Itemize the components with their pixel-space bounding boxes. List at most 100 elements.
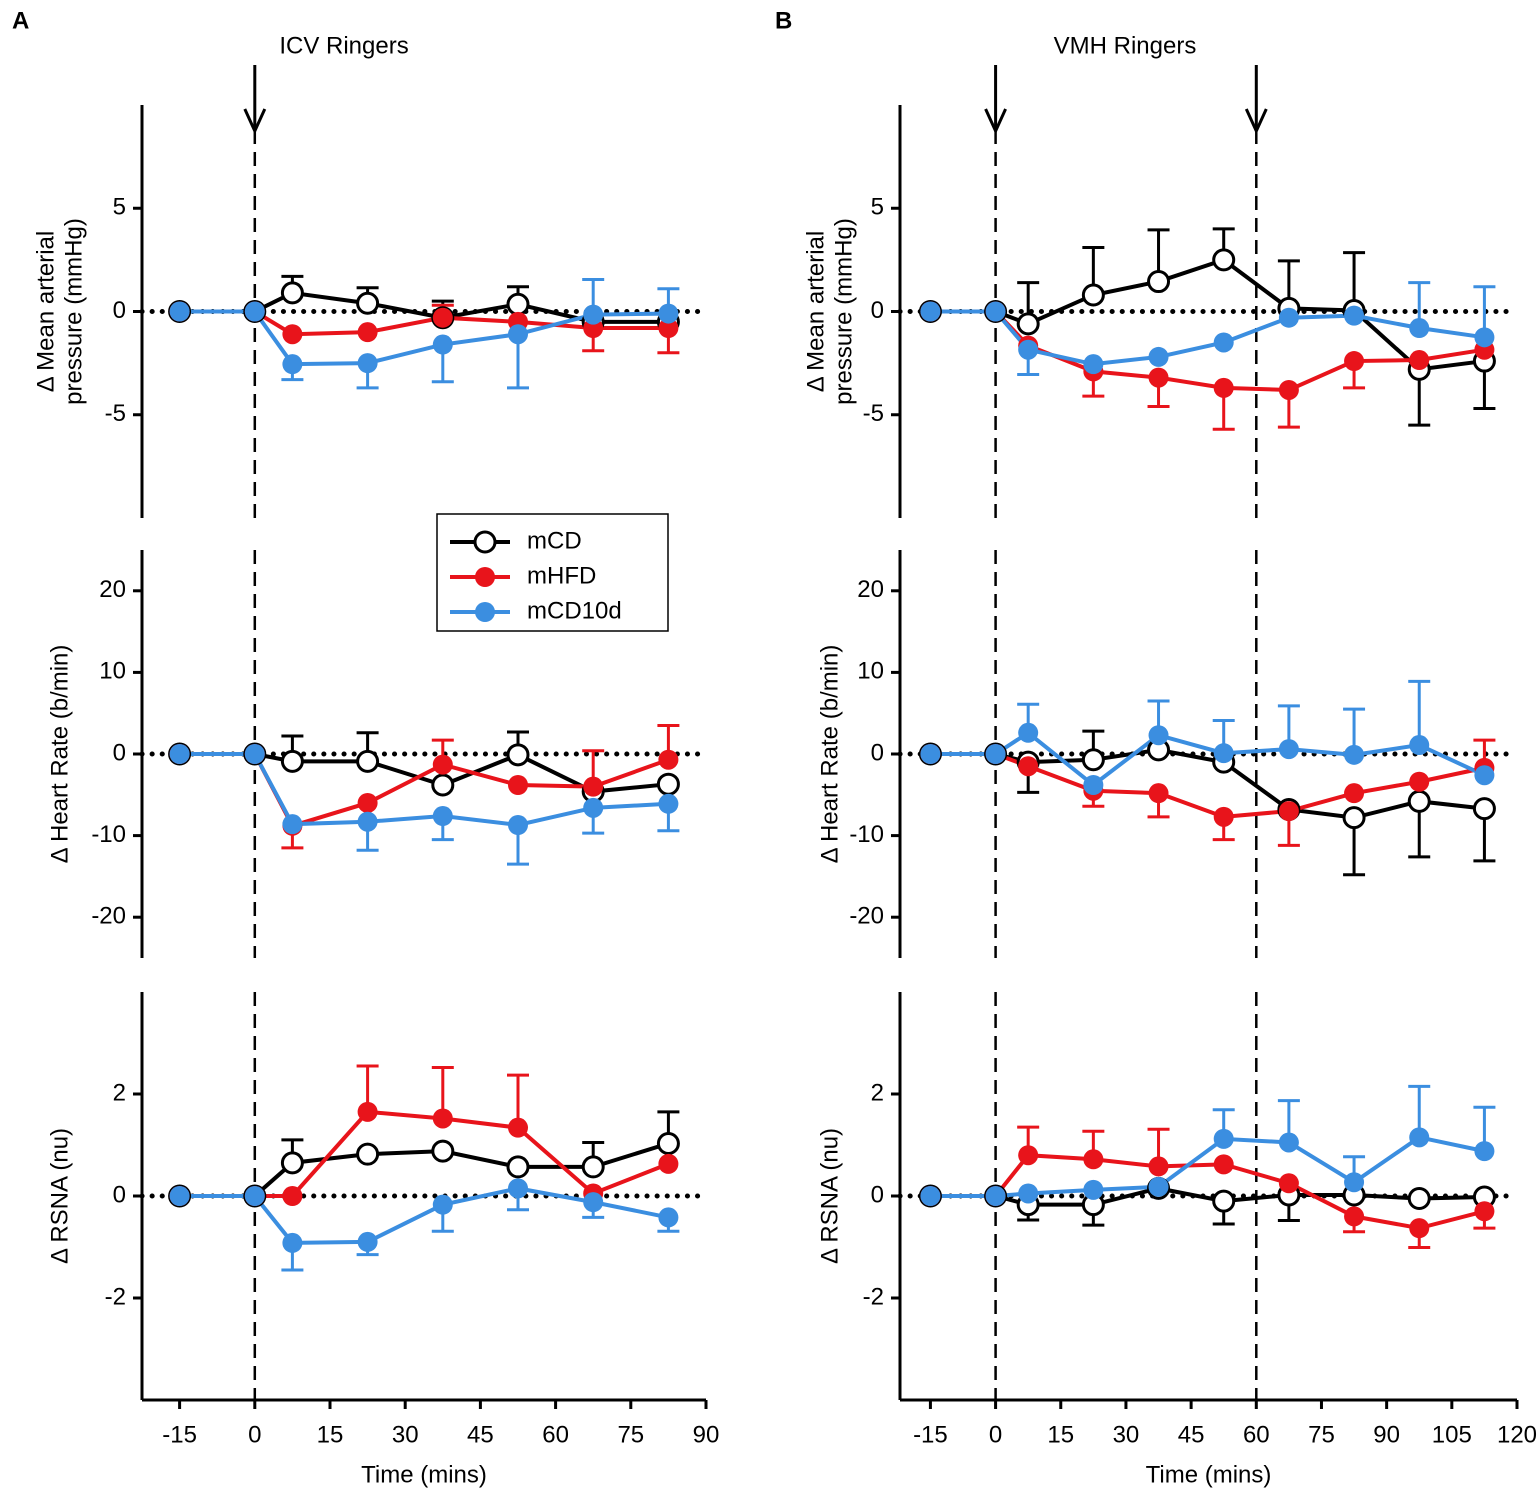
series-line bbox=[930, 730, 1486, 788]
series-line bbox=[179, 752, 669, 828]
x-tick-label: 0 bbox=[989, 1421, 1002, 1448]
data-point bbox=[280, 281, 304, 305]
data-point bbox=[1344, 351, 1365, 372]
y-axis-label: Δ Heart Rate (b/min) bbox=[46, 645, 73, 864]
y-tick-label: 5 bbox=[113, 194, 126, 221]
data-point bbox=[282, 1186, 303, 1206]
data-point bbox=[1278, 801, 1299, 822]
data-point bbox=[1213, 743, 1234, 764]
error-bar bbox=[1408, 679, 1431, 746]
y-tick-label: 0 bbox=[113, 1181, 126, 1208]
data-point bbox=[432, 1108, 453, 1129]
data-point bbox=[1018, 756, 1039, 777]
data-point bbox=[1147, 270, 1171, 294]
data-point bbox=[1018, 722, 1039, 743]
data-point bbox=[1342, 806, 1366, 830]
y-tick-label: 2 bbox=[871, 1079, 884, 1106]
data-point bbox=[985, 744, 1006, 764]
data-point bbox=[1344, 744, 1365, 765]
data-point bbox=[1083, 1149, 1104, 1170]
x-tick-label: 75 bbox=[1308, 1421, 1335, 1448]
data-point bbox=[1212, 248, 1236, 272]
data-point bbox=[1407, 1187, 1431, 1211]
data-point bbox=[244, 301, 265, 322]
y-axis-label: Δ Mean arterial bbox=[802, 231, 829, 392]
x-tick-label: 60 bbox=[542, 1421, 569, 1448]
data-point bbox=[1278, 1173, 1299, 1194]
data-point bbox=[1278, 379, 1299, 400]
y-tick-label: 5 bbox=[871, 194, 884, 221]
x-tick-label: 15 bbox=[317, 1421, 344, 1448]
data-point bbox=[1148, 346, 1169, 367]
data-point bbox=[508, 775, 528, 796]
data-point bbox=[656, 1131, 680, 1155]
data-point bbox=[432, 806, 453, 827]
y-axis-label: pressure (mmHg) bbox=[60, 218, 87, 405]
data-point bbox=[1344, 305, 1365, 326]
data-point bbox=[920, 301, 941, 322]
x-tick-label: 45 bbox=[1178, 1421, 1205, 1448]
data-point bbox=[1472, 797, 1496, 821]
x-tick-label: 90 bbox=[693, 1421, 720, 1448]
x-tick-label: 120 bbox=[1497, 1421, 1537, 1448]
data-point bbox=[583, 776, 604, 797]
data-point bbox=[282, 1232, 303, 1253]
data-point bbox=[583, 1192, 604, 1213]
data-point bbox=[1409, 318, 1430, 339]
y-axis-label: pressure (mmHg) bbox=[830, 218, 857, 405]
data-point bbox=[1409, 1127, 1430, 1148]
legend-marker bbox=[475, 567, 495, 587]
data-point bbox=[431, 773, 455, 797]
data-point bbox=[1278, 1132, 1299, 1153]
y-tick-label: -5 bbox=[105, 400, 126, 427]
data-point bbox=[356, 749, 380, 773]
data-point bbox=[656, 772, 680, 796]
data-point bbox=[1278, 739, 1299, 760]
data-point bbox=[1213, 1128, 1234, 1149]
data-point bbox=[432, 1194, 453, 1215]
x-tick-label: 15 bbox=[1047, 1421, 1074, 1448]
data-point bbox=[356, 1142, 380, 1166]
data-point bbox=[1344, 1206, 1365, 1227]
data-point bbox=[1018, 1145, 1039, 1166]
data-point bbox=[1344, 1172, 1365, 1193]
data-point bbox=[432, 307, 453, 328]
series-line bbox=[930, 257, 1485, 372]
legend-marker bbox=[473, 530, 497, 554]
data-point bbox=[282, 324, 303, 345]
legend-label: mHFD bbox=[527, 562, 596, 589]
data-point bbox=[1407, 789, 1431, 813]
legend-marker bbox=[475, 602, 495, 622]
y-tick-label: 20 bbox=[99, 576, 126, 603]
data-point bbox=[583, 797, 604, 818]
data-point bbox=[1212, 1189, 1236, 1213]
legend-label: mCD10d bbox=[527, 597, 622, 624]
data-point bbox=[1474, 327, 1495, 348]
data-point bbox=[506, 1155, 530, 1179]
data-point bbox=[508, 324, 528, 345]
panel-title: VMH Ringers bbox=[1054, 32, 1197, 59]
y-tick-label: -20 bbox=[91, 903, 126, 930]
data-point bbox=[658, 793, 679, 814]
series-line bbox=[930, 309, 1485, 367]
data-point bbox=[357, 792, 378, 813]
injection-arrow-head bbox=[984, 108, 1007, 135]
x-tick-label: 90 bbox=[1373, 1421, 1400, 1448]
data-point bbox=[1148, 783, 1169, 804]
data-point bbox=[1083, 775, 1104, 796]
data-point bbox=[432, 334, 453, 355]
x-tick-label: -15 bbox=[913, 1421, 948, 1448]
data-point bbox=[1409, 771, 1430, 792]
data-point bbox=[357, 1231, 378, 1252]
data-point bbox=[282, 814, 303, 835]
x-axis-label: Time (mins) bbox=[361, 1461, 487, 1488]
panel-label: B bbox=[775, 7, 792, 34]
data-point bbox=[506, 743, 530, 767]
data-point bbox=[658, 318, 679, 339]
data-point bbox=[1148, 367, 1169, 388]
data-point bbox=[244, 1186, 265, 1206]
injection-arrow-head bbox=[1244, 108, 1268, 135]
data-point bbox=[244, 744, 265, 764]
y-tick-label: -5 bbox=[863, 400, 884, 427]
x-tick-label: -15 bbox=[162, 1421, 197, 1448]
